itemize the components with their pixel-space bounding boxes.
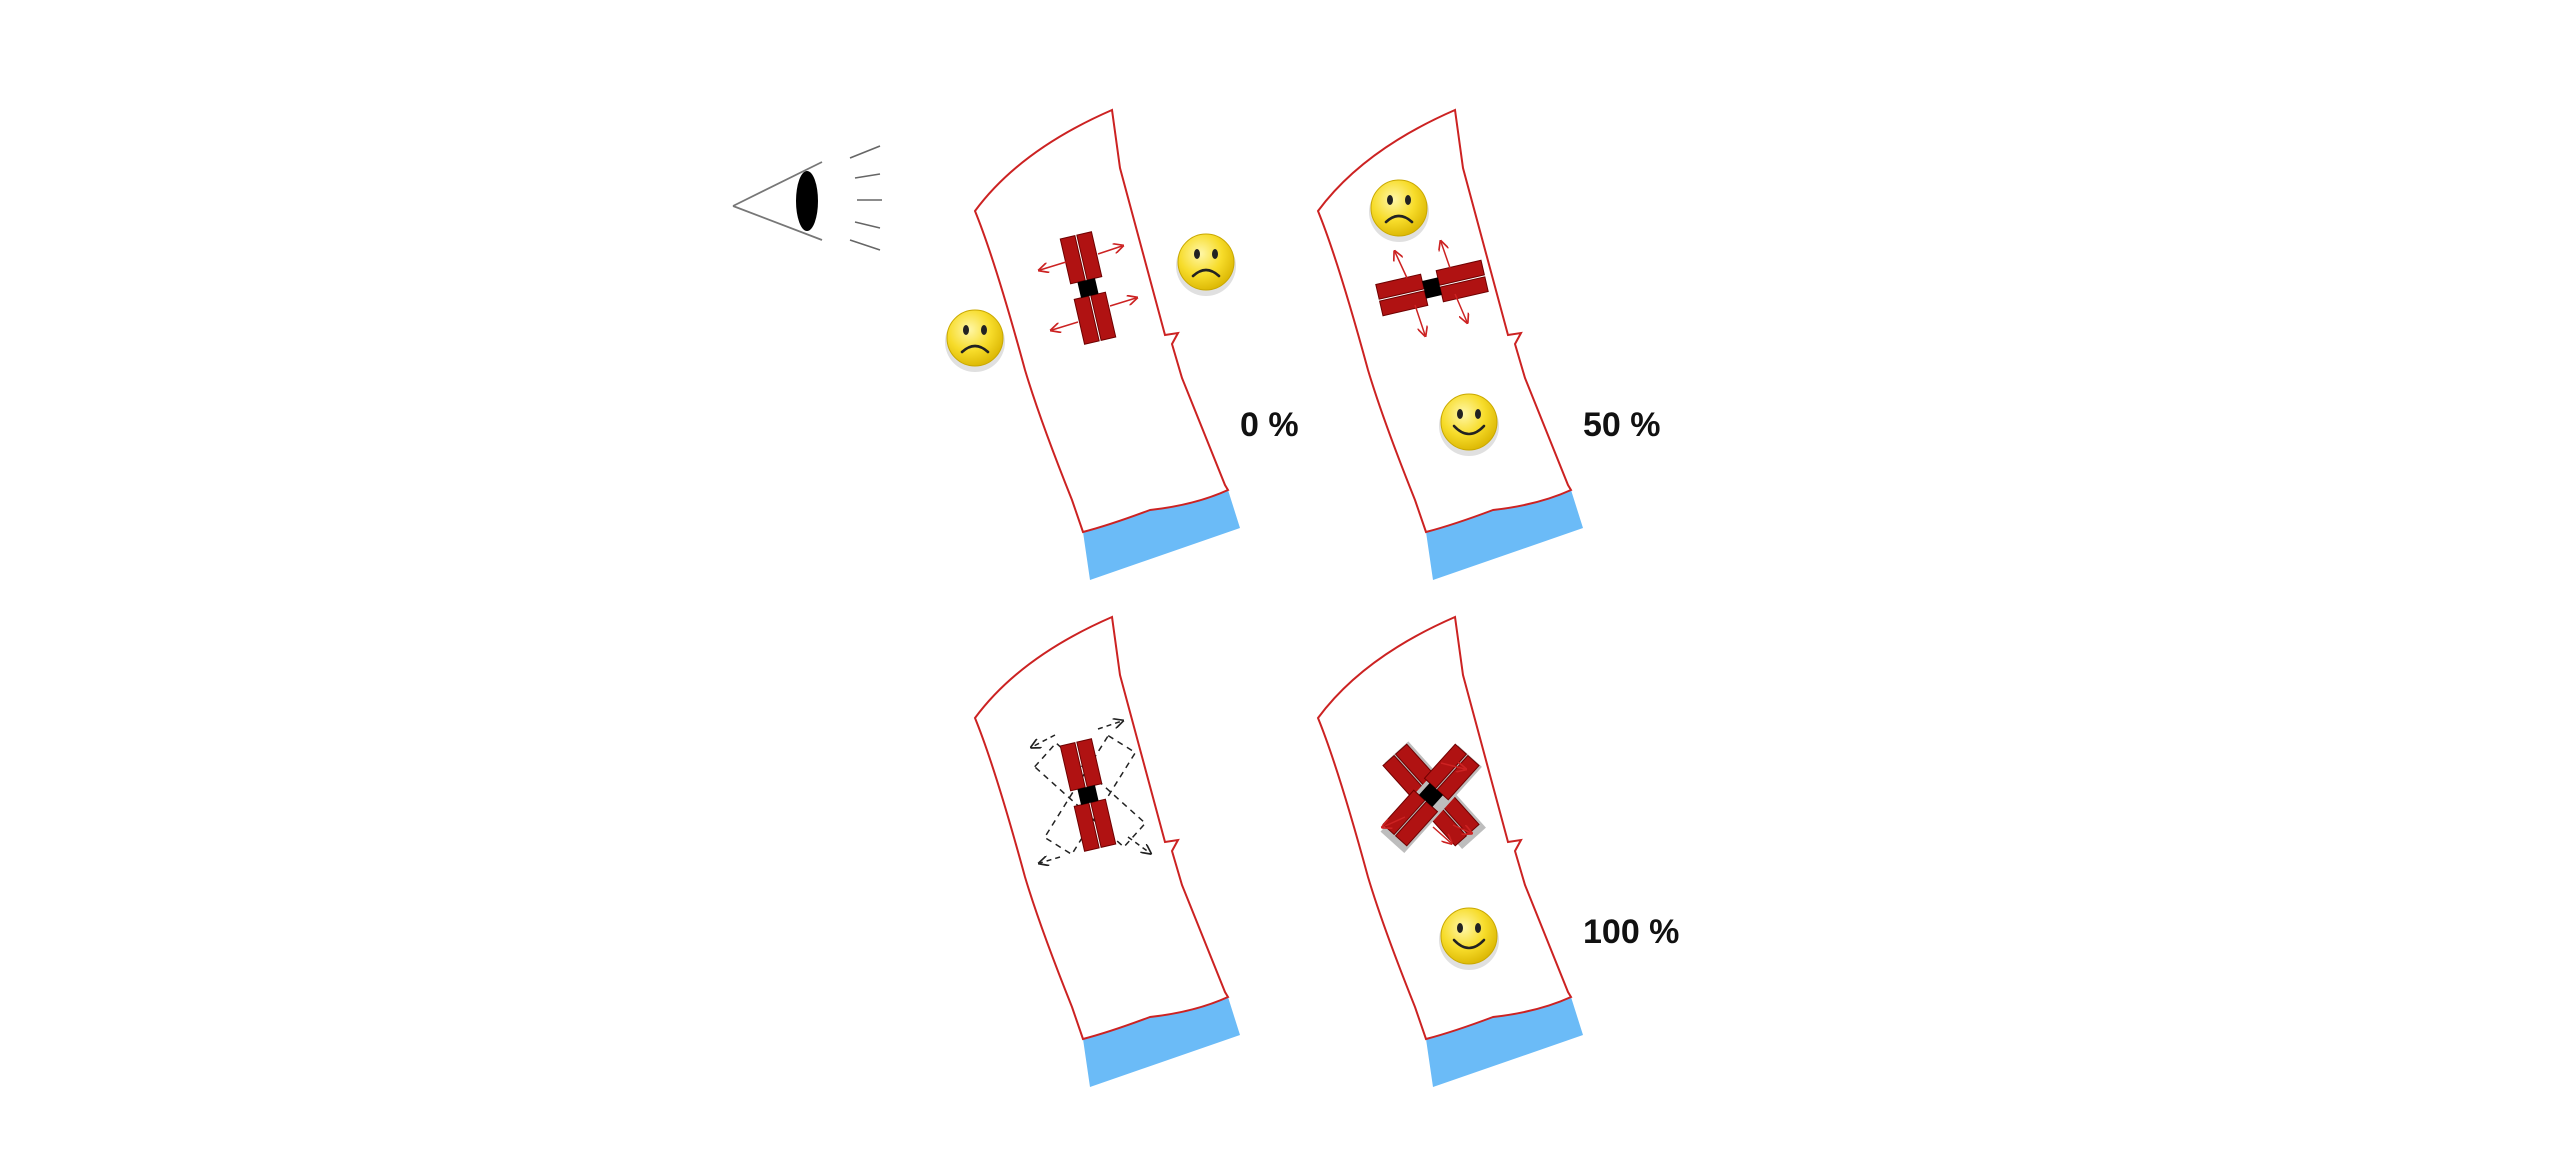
percentage-label: 100 % — [1583, 913, 1679, 951]
direction-arrow — [1127, 836, 1150, 853]
happy-face-icon — [1439, 393, 1499, 456]
water-area — [1426, 997, 1583, 1087]
panel-top-right: 50 % — [1316, 108, 1661, 580]
direction-arrow — [1432, 826, 1451, 843]
building-block — [1375, 259, 1489, 317]
sad-face-icon — [945, 309, 1005, 372]
direction-arrow — [1032, 734, 1056, 747]
water-area — [1083, 490, 1240, 580]
percentage-label: 50 % — [1583, 406, 1661, 444]
water-area — [1426, 490, 1583, 580]
sad-face-icon — [1176, 233, 1236, 296]
direction-arrow — [1097, 721, 1122, 730]
panel-bottom-left — [973, 615, 1240, 1087]
direction-arrow — [1440, 763, 1465, 769]
sad-face-icon — [1369, 179, 1429, 242]
plot-outline — [1316, 108, 1573, 534]
building-block — [1059, 738, 1117, 852]
direction-arrow — [1383, 816, 1406, 827]
direction-arrow — [1040, 261, 1067, 270]
panel-bottom-right: 100 % — [1316, 615, 1679, 1087]
direction-arrow — [1040, 857, 1061, 863]
eye-icon — [732, 145, 882, 251]
panel-top-left: 0 % — [945, 108, 1299, 580]
direction-arrow — [1454, 293, 1467, 322]
direction-arrow — [1441, 242, 1451, 269]
direction-arrow — [1414, 304, 1425, 335]
percentage-label: 0 % — [1240, 406, 1299, 444]
happy-face-icon — [1439, 907, 1499, 970]
direction-arrow — [1452, 824, 1471, 833]
direction-arrow — [1097, 246, 1122, 255]
direction-arrow — [1395, 252, 1408, 279]
direction-arrow — [1109, 298, 1136, 307]
water-area — [1083, 997, 1240, 1087]
direction-arrow — [1052, 321, 1079, 330]
